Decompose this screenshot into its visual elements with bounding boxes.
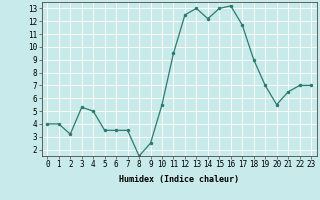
- X-axis label: Humidex (Indice chaleur): Humidex (Indice chaleur): [119, 175, 239, 184]
